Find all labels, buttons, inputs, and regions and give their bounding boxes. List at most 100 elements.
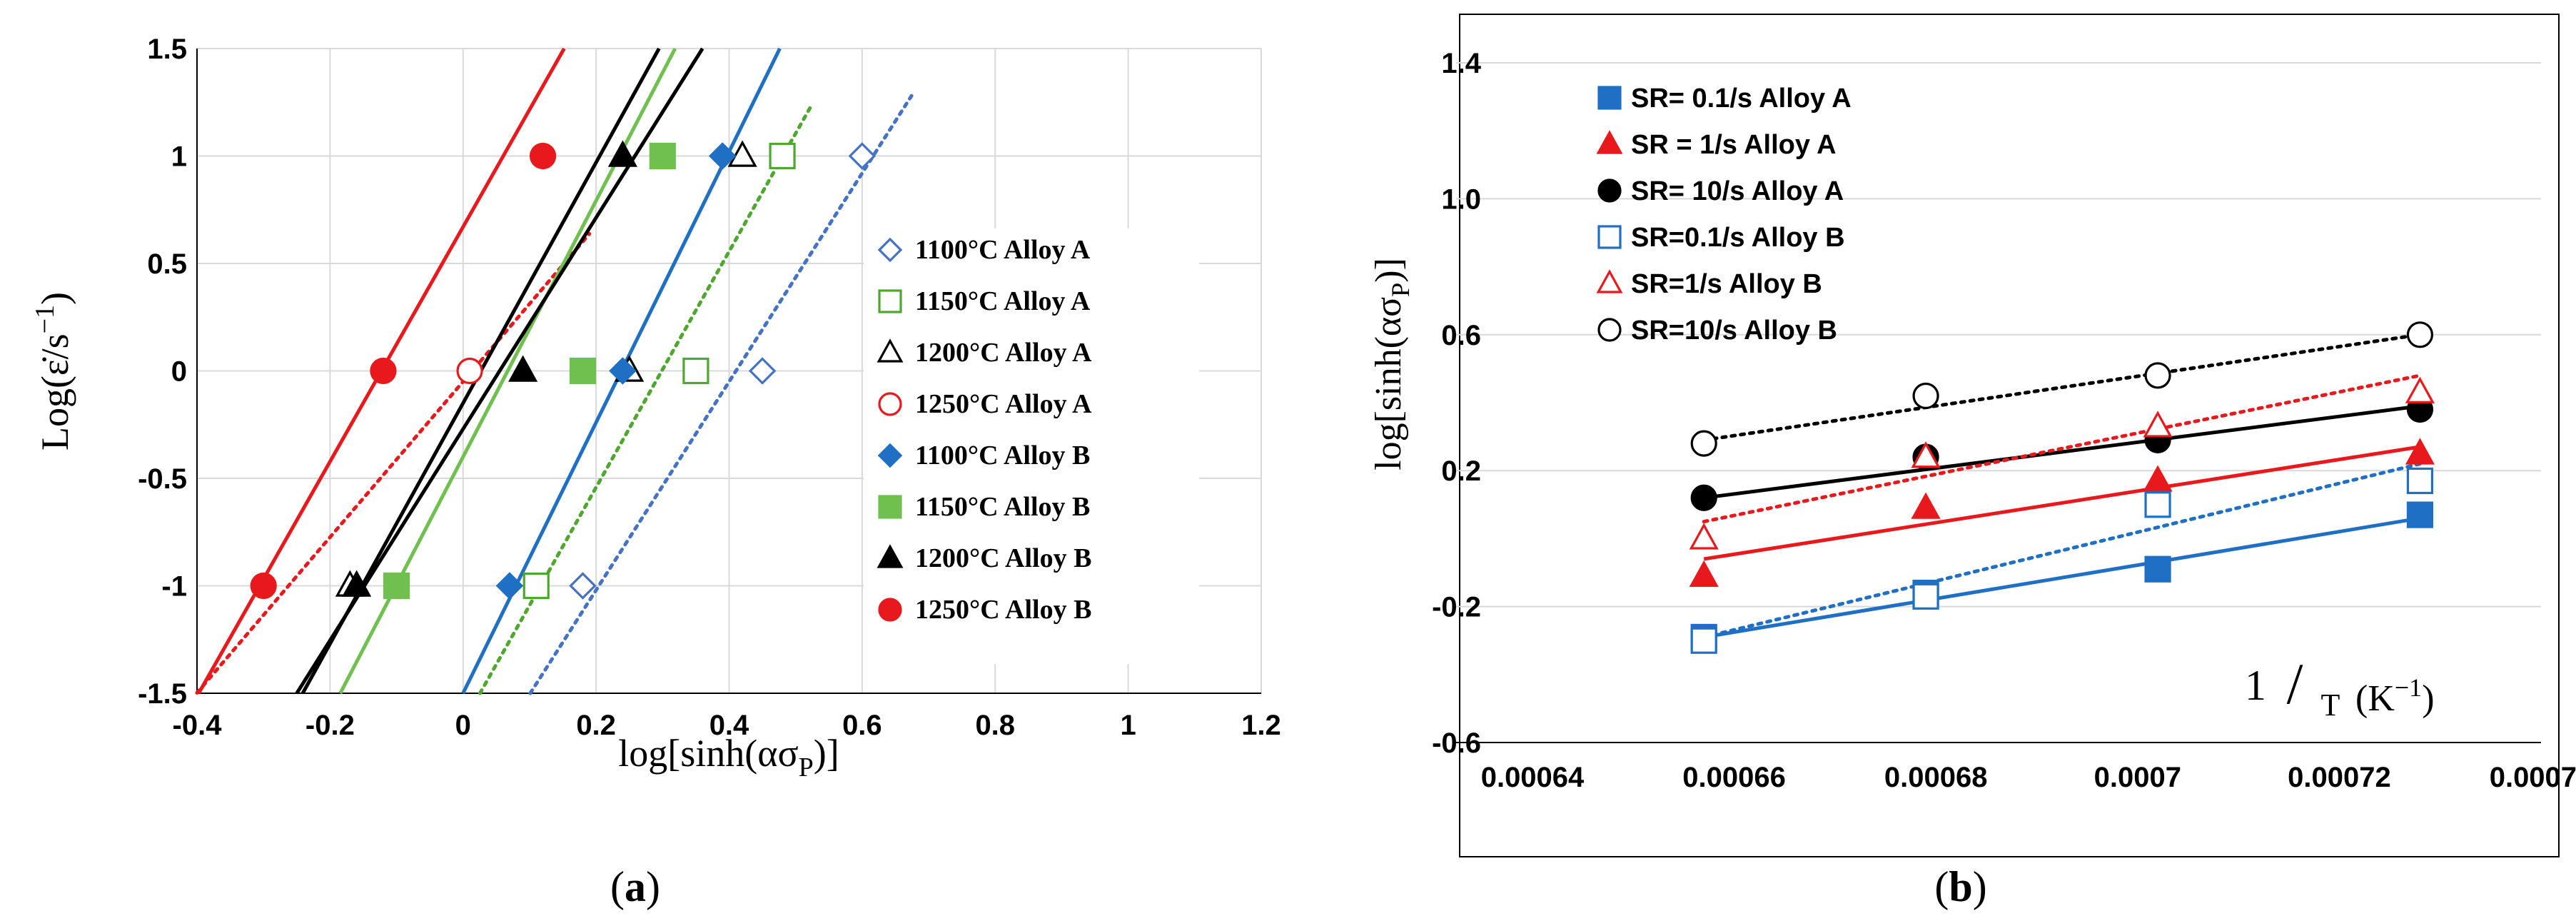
chart-b-points (1689, 321, 2435, 654)
chart-a-legend-marker-1250-c-alloy-b (878, 598, 902, 622)
chart-a-axes (196, 49, 1261, 694)
chart-a-point-1150-c-alloy-a (522, 572, 550, 600)
chart-b-fit-sr-1-s-alloy-b (1702, 373, 2422, 524)
chart-b-point-sr-10-s-alloy-b (1690, 430, 1717, 457)
chart-a-point-1150-c-alloy-a (769, 142, 796, 170)
chart-a-point-1150-c-alloy-b (569, 357, 597, 385)
chart-a-fit-1250-c-alloy-a (195, 232, 592, 695)
chart-a-point-1100-c-alloy-a (569, 572, 597, 600)
chart-a-fit-1100-c-alloy-a (528, 94, 914, 695)
chart-a-point-1250-c-alloy-a (456, 357, 483, 385)
chart-b-legend-label-sr-1-s-alloy-a: SR = 1/s Alloy A (1631, 130, 1837, 160)
chart-b-point-sr-10-s-alloy-b (1912, 382, 1939, 410)
chart-a-point-1150-c-alloy-b (649, 142, 676, 170)
chart-a-legend-label-1200-c-alloy-a: 1200°C Alloy A (915, 338, 1092, 368)
chart-b-point-sr-0-1-s-alloy-a (2406, 501, 2434, 528)
chart-b-point-sr-0-1-s-alloy-b (2144, 491, 2171, 518)
chart-b-frame (1459, 14, 2560, 857)
chart-a-x-tick-label: 0.2 (576, 710, 616, 741)
chart-a-x-tick-label: 0.4 (709, 710, 749, 741)
chart-a-x-tick-label: -0.2 (305, 710, 355, 741)
chart-a-legend-marker-1150-c-alloy-a (878, 289, 902, 313)
chart-a-y-tick-label: -0.5 (138, 463, 187, 495)
chart-a-legend-label-1250-c-alloy-b: 1250°C Alloy B (915, 595, 1091, 625)
chart-b-legend-marker-sr-10-s-alloy-a (1597, 178, 1622, 203)
chart-b-legend: SR= 0.1/s Alloy A SR = 1/s Alloy A SR= 10/… (1596, 84, 1852, 346)
chart-b-point-sr-0-1-s-alloy-b (2406, 467, 2434, 495)
chart-b-xlabel-num: 1 (2245, 662, 2266, 709)
chart-b-point-sr-1-s-alloy-a (1689, 560, 1719, 587)
chart-b-xlabel-den: T (2321, 688, 2340, 723)
chart-a-point-1200-c-alloy-b (607, 140, 637, 167)
chart-a-x-ticks: -0.4 -0.2 0 0.2 0.4 0.6 0.8 1 1.2 (173, 710, 1281, 741)
chart-b-x-tick-label: 0.0007 (2094, 762, 2181, 793)
chart-b-point-sr-1-s-alloy-a (1911, 492, 1941, 519)
chart-a-x-tick-label: 0.8 (975, 710, 1015, 741)
chart-a-x-tick-label: 1 (1121, 710, 1136, 741)
chart-a-point-1150-c-alloy-a (682, 357, 709, 385)
chart-b-legend-marker-sr-1-s-alloy-b (1596, 269, 1623, 293)
chart-a-point-1100-c-alloy-b (495, 572, 524, 600)
chart-b-fit-sr-0-1-s-alloy-a (1703, 516, 2420, 639)
chart-b-y-tick-label: -0.2 (1432, 592, 1481, 623)
chart-a-y-tick-label: 0.5 (147, 248, 187, 280)
chart-b-x-tick-label: 0.00074 (2490, 762, 2576, 793)
chart-b-x-tick-label: 0.00064 (1481, 762, 1585, 793)
chart-b-x-tick-label: 0.00072 (2288, 762, 2391, 793)
chart-a-panel-label: (a) (610, 863, 660, 910)
chart-a-point-1100-c-alloy-b (708, 142, 737, 170)
chart-b-fit-sr-10-s-alloy-a (1703, 404, 2420, 500)
chart-a-x-tick-label: 0.6 (842, 710, 882, 741)
chart-b-point-sr-0-1-s-alloy-b (1690, 627, 1717, 654)
chart-a-legend-marker-1150-c-alloy-b (878, 495, 902, 519)
chart-a-legend-label-1200-c-alloy-b: 1200°C Alloy B (915, 543, 1091, 573)
chart-a-legend-label-1150-c-alloy-b: 1150°C Alloy B (915, 492, 1090, 522)
chart-b-legend-label-sr-0-1-s-alloy-a: SR= 0.1/s Alloy A (1631, 84, 1852, 114)
chart-b-point-sr-10-s-alloy-a (1690, 484, 1717, 511)
chart-a-legend-marker-1200-c-alloy-b (877, 544, 904, 568)
chart-a-legend-label-1250-c-alloy-a: 1250°C Alloy A (915, 389, 1092, 419)
chart-b-point-sr-1-s-alloy-a (2143, 465, 2173, 492)
chart-a-legend-label-1150-c-alloy-a: 1150°C Alloy A (915, 286, 1091, 316)
chart-a-x-tick-label: 0 (455, 710, 471, 741)
chart-b-x-tick-label: 0.00068 (1884, 762, 1988, 793)
chart-a-legend-marker-1200-c-alloy-a (877, 338, 904, 363)
chart-a-x-tick-label: 1.2 (1241, 710, 1281, 741)
chart-a-legend-label-1100-c-alloy-a: 1100°C Alloy A (915, 235, 1091, 265)
chart-b-legend-marker-sr-1-s-alloy-a (1596, 130, 1623, 154)
chart-b-gridlines (1456, 198, 2541, 608)
chart-a-legend: 1100°C Alloy A 1150°C Alloy A 1200°C Alloy… (864, 228, 1199, 664)
chart-a: -0.4 -0.2 0 0.2 0.4 0.6 0.8 1 1.2 -1.5 -1 -0.5 0 0.5… (30, 34, 1281, 910)
chart-b-point-sr-1-s-alloy-b (2405, 376, 2435, 403)
chart-a-point-1250-c-alloy-b (529, 142, 557, 170)
chart-b-point-sr-10-s-alloy-b (2144, 362, 2171, 389)
chart-a-point-1100-c-alloy-b (609, 357, 637, 385)
chart-b-point-sr-1-s-alloy-b (2143, 411, 2173, 438)
chart-a-point-1150-c-alloy-b (383, 572, 410, 600)
chart-b-axes (1456, 62, 2541, 743)
chart-a-point-1250-c-alloy-b (250, 572, 277, 600)
chart-b-y-tick-label: 0.2 (1441, 456, 1481, 487)
chart-b-y-tick-label: 1.4 (1441, 48, 1481, 79)
chart-b-panel-label: (b) (1934, 863, 1986, 910)
chart-a-y-tick-label: 0 (171, 356, 187, 388)
chart-b-legend-label-sr-10-s-alloy-a: SR= 10/s Alloy A (1631, 176, 1844, 206)
chart-b-legend-label-sr-10-s-alloy-b: SR=10/s Alloy B (1631, 316, 1837, 346)
chart-a-fit-1150-c-alloy-a (478, 102, 814, 695)
chart-b-x-ticks: 0.00064 0.00066 0.00068 0.0007 0.00072 0.0007… (1481, 762, 2576, 793)
chart-b-legend-label-sr-0-1-s-alloy-b: SR=0.1/s Alloy B (1631, 223, 1845, 253)
chart-a-point-1200-c-alloy-a (727, 140, 757, 167)
chart-a-y-tick-label: 1 (171, 141, 187, 173)
chart-b-fit-sr-10-s-alloy-b (1702, 333, 2422, 442)
chart-b-xlabel-unit: (K−1) (2355, 673, 2435, 719)
chart-a-point-1100-c-alloy-a (848, 142, 877, 170)
chart-a-y-tick-label: -1.5 (138, 678, 187, 710)
chart-b-point-sr-1-s-alloy-b (1911, 441, 1941, 468)
chart-b-xlabel-slash: / (2287, 651, 2303, 716)
chart-b-point-sr-0-1-s-alloy-b (1912, 583, 1939, 610)
chart-b-fit-sr-0-1-s-alloy-b (1702, 462, 2422, 639)
chart-b-legend-marker-sr-0-1-s-alloy-b (1597, 225, 1622, 249)
chart-b-y-ticks: -0.6 -0.2 0.2 0.6 1.0 1.4 (1432, 48, 1482, 759)
chart-a-legend-marker-1100-c-alloy-b (877, 443, 903, 468)
chart-a-legend-bg (864, 228, 1199, 664)
